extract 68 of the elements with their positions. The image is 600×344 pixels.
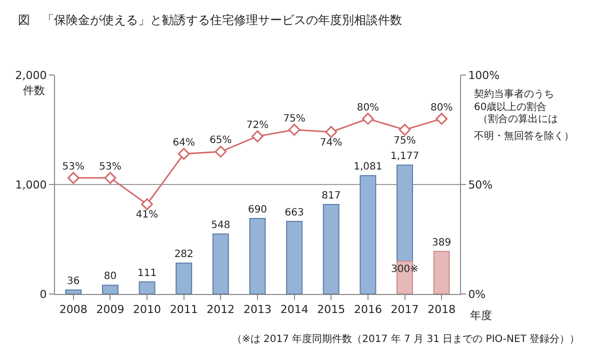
x-tick-label: 2014 (280, 303, 308, 316)
y2-tick-label: 0% (468, 288, 486, 301)
data-label: 53% (99, 161, 122, 172)
data-label: 690 (248, 204, 268, 216)
point (362, 112, 374, 125)
x-tick-label: 2015 (317, 303, 346, 316)
data-label: 1,177 (390, 151, 420, 162)
bar (360, 175, 376, 294)
point (398, 124, 411, 136)
x-tick-label: 2010 (133, 303, 162, 316)
bar (249, 218, 266, 294)
y2-axis-title: 契約当事者のうち60歳以上の割合 (474, 88, 554, 113)
data-label: 80% (430, 102, 453, 114)
data-label: 282 (174, 249, 194, 260)
x-tick-label: 2008 (59, 303, 88, 316)
data-label: 53% (62, 161, 85, 172)
data-label: 75% (283, 113, 306, 124)
text: （割合の算出には (478, 113, 558, 125)
data-label: 80 (104, 271, 117, 282)
y-tick-label: 0 (40, 288, 47, 301)
x-tick-label: 2009 (96, 303, 124, 316)
x-tick-label: 2013 (244, 303, 272, 316)
bar (176, 262, 192, 294)
point (214, 146, 227, 158)
point (67, 172, 80, 184)
data-label: 75% (394, 135, 416, 146)
x-tick-label: 2017 (390, 303, 419, 316)
y2-tick-label: 50% (468, 178, 493, 192)
data-label: 41% (136, 210, 158, 221)
text: 不明・無回答を除く） (474, 130, 574, 142)
y-tick-label: 2,000 (15, 68, 47, 82)
data-label: 1,081 (354, 162, 382, 173)
x-tick-label: 2011 (170, 303, 198, 316)
data-label: 300※ (391, 264, 419, 276)
point (436, 112, 448, 125)
y-axis-title: 件数 (23, 84, 45, 97)
bar (433, 250, 450, 294)
point (178, 148, 190, 160)
bar (138, 281, 156, 294)
data-label: 663 (284, 207, 304, 218)
bar (322, 204, 340, 294)
data-label: 72% (246, 120, 269, 131)
x-tick-label: 2018 (428, 303, 456, 316)
data-label: 80% (356, 102, 380, 114)
data-label: 74% (320, 137, 342, 148)
data-label: 36 (67, 276, 80, 288)
bar (286, 220, 303, 294)
data-label: 64% (172, 137, 195, 148)
x-axis-title: 年度 (470, 309, 492, 322)
point (288, 124, 300, 136)
point (104, 172, 116, 184)
point (252, 130, 264, 142)
bar (212, 233, 229, 294)
data-label: 65% (210, 135, 232, 146)
bar (65, 290, 82, 294)
data-label: 548 (211, 220, 230, 231)
data-label: 111 (138, 268, 157, 279)
point (325, 126, 338, 138)
y-tick-label: 1,000 (15, 178, 47, 192)
y2-tick-label: 100% (468, 68, 500, 82)
bar (102, 284, 118, 294)
x-tick-label: 2016 (354, 303, 382, 316)
data-label: 817 (322, 190, 341, 202)
text: （※は 2017 年度同期件数（2017 年 7 月 31 日までの PIO-NET 登録分）） (232, 333, 580, 344)
point (141, 198, 153, 210)
data-label: 389 (432, 237, 452, 248)
chart-title: 図 「保険金が使える」と勧誘する住宅修理サービスの年度別相談件数 (18, 12, 402, 27)
x-tick-label: 2012 (206, 303, 235, 316)
